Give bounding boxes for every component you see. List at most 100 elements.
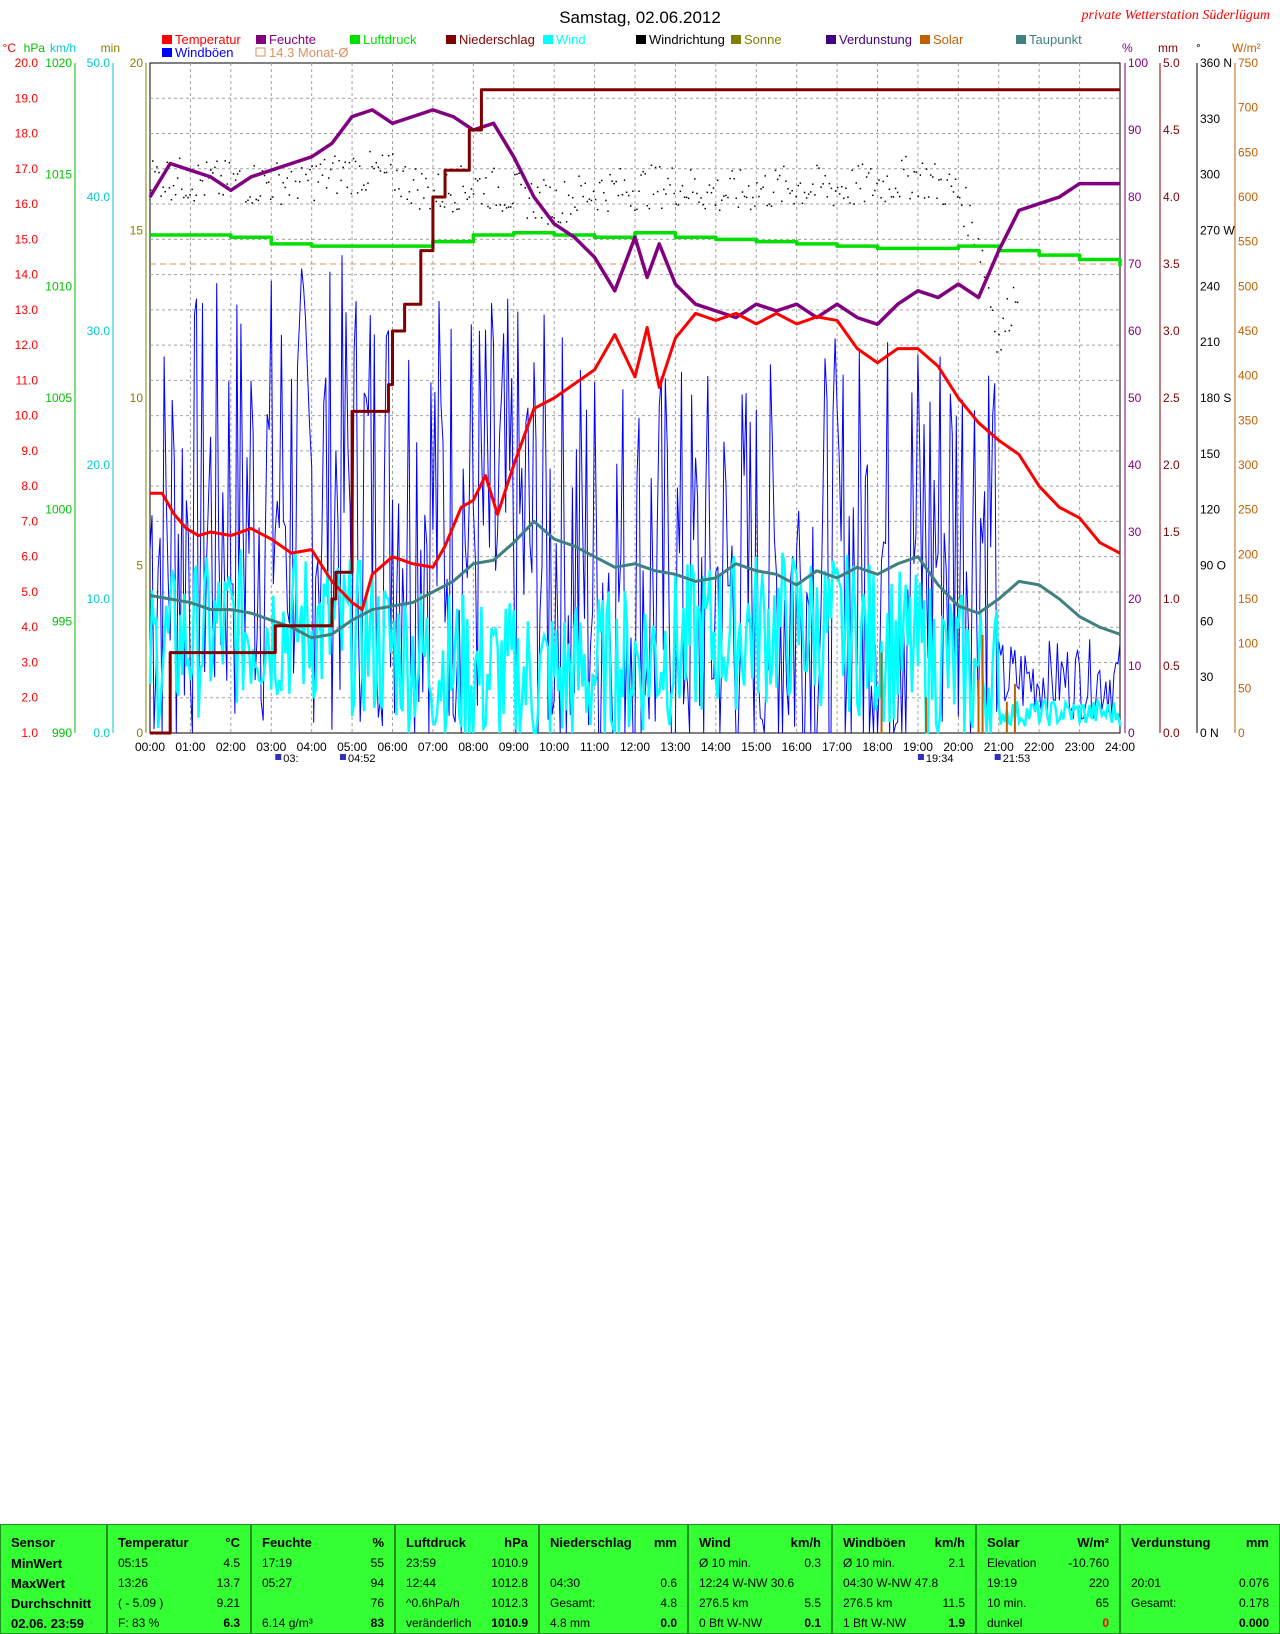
- wind-direction-point: [323, 158, 326, 161]
- wind-direction-point: [685, 196, 688, 199]
- wind-direction-point: [661, 207, 663, 210]
- wind-direction-point: [944, 203, 946, 205]
- wind-direction-point: [977, 238, 980, 240]
- wind-direction-point: [822, 183, 824, 185]
- niederschlag-row-value: 0.6: [660, 1576, 677, 1590]
- wind-direction-point: [218, 192, 220, 195]
- wind-direction-point: [907, 175, 909, 177]
- axis-tick-label: 6.0: [21, 550, 38, 564]
- wind-direction-point: [1014, 301, 1017, 303]
- wind-direction-point: [809, 191, 812, 193]
- wind-direction-point: [315, 165, 318, 168]
- windboeen-row-label: 04:30 W-NW 47.8: [843, 1576, 939, 1590]
- wind-direction-point: [509, 206, 512, 208]
- wind-direction-point: [752, 196, 754, 199]
- wind-direction-point: [588, 198, 591, 200]
- wind-direction-point: [623, 179, 626, 181]
- wind-direction-point: [950, 185, 953, 187]
- wind-direction-point: [857, 165, 860, 167]
- temperatur-row-value: 9.21: [216, 1596, 240, 1610]
- wind-direction-point: [398, 188, 400, 190]
- axis-tick-label: 0.0: [93, 726, 110, 740]
- wind-direction-point: [249, 196, 251, 198]
- wind-direction-point: [785, 180, 787, 183]
- solar-row-value: 65: [1095, 1596, 1109, 1610]
- axis-tick-label: 15: [130, 224, 144, 238]
- wind-direction-point: [820, 186, 822, 188]
- wind-direction-point: [963, 225, 965, 228]
- x-tick-label: 07:00: [418, 740, 448, 754]
- legend-swatch: [446, 35, 456, 44]
- luftdruck-header: Luftdruck: [406, 1535, 466, 1550]
- wind-direction-point: [181, 188, 183, 191]
- wind-direction-point: [952, 191, 955, 193]
- wind-direction-point: [272, 196, 274, 198]
- wind-direction-point: [489, 207, 491, 209]
- wind-direction-point: [247, 199, 249, 202]
- wind-direction-point: [929, 174, 932, 176]
- axis-unit-label: °C: [3, 41, 17, 55]
- wind-direction-point: [354, 160, 357, 163]
- wind-direction-point: [938, 179, 940, 181]
- wind-direction-point: [447, 192, 450, 195]
- wind-direction-point: [187, 196, 189, 199]
- wind-direction-point: [644, 173, 646, 175]
- wind-direction-point: [805, 197, 808, 199]
- wind-direction-point: [534, 217, 537, 219]
- wind-direction-point: [859, 187, 862, 190]
- wind-direction-point: [518, 172, 520, 175]
- wind-direction-point: [919, 174, 922, 176]
- windboeen-row-label: 276.5 km: [843, 1596, 893, 1610]
- wind-unit: km/h: [790, 1535, 821, 1550]
- wind-direction-point: [214, 166, 216, 169]
- wind-direction-point: [826, 196, 829, 198]
- sensor-header: Sensor: [11, 1535, 56, 1550]
- axis-tick-label: 5.0: [1163, 56, 1180, 70]
- wind-direction-point: [307, 179, 309, 182]
- wind-direction-point: [476, 180, 479, 182]
- wind-direction-point: [174, 193, 177, 196]
- wind-direction-point: [898, 195, 901, 198]
- solar-row-value: -10.760: [1068, 1556, 1109, 1570]
- wind-direction-point: [687, 197, 690, 200]
- wind-direction-point: [363, 184, 365, 186]
- wind-direction-point: [336, 192, 338, 194]
- x-tick-label: 00:00: [135, 740, 165, 754]
- plot-area: [148, 62, 1122, 735]
- wind-direction-point: [483, 193, 485, 195]
- verdunstung-row-value: 0.076: [1238, 1576, 1269, 1590]
- panel-temperatur: Temperatur °C 05:15 4.5 13:26 13.7 ( - 5.09 ) 9…: [107, 1524, 251, 1634]
- niederschlag-row-label: 04:30: [550, 1576, 581, 1590]
- legend-label: Niederschlag: [459, 32, 535, 47]
- wind-direction-point: [923, 197, 926, 199]
- legend-swatch: [543, 35, 553, 44]
- wind-direction-point: [598, 181, 601, 184]
- wind-direction-point: [226, 183, 229, 185]
- wind-direction-point: [189, 193, 191, 196]
- wind-direction-point: [723, 195, 725, 197]
- wind-row-label: 276.5 km: [699, 1596, 749, 1610]
- wind-direction-point: [443, 206, 446, 208]
- wind-direction-point: [507, 206, 510, 208]
- sun-marker-label: 19:34: [926, 753, 954, 762]
- wind-direction-point: [257, 199, 260, 202]
- wind-direction-point: [609, 173, 611, 176]
- legend-label: Sonne: [744, 32, 782, 47]
- wind-direction-point: [654, 166, 657, 169]
- x-tick-label: 19:00: [903, 740, 933, 754]
- windboeen-unit: km/h: [934, 1535, 965, 1550]
- wind-direction-point: [745, 196, 748, 199]
- wind-direction-point: [319, 163, 322, 166]
- axis-tick-label: 10: [1128, 659, 1142, 673]
- wind-direction-point: [1008, 329, 1011, 332]
- wind-direction-point: [634, 209, 636, 211]
- wind-direction-point: [439, 205, 442, 207]
- niederschlag-row-label: Gesamt:: [550, 1596, 596, 1610]
- wind-direction-point: [203, 194, 206, 196]
- pressure-series: [150, 230, 1122, 267]
- axis-tick-label: 200: [1238, 547, 1258, 561]
- wind-direction-point: [557, 221, 560, 223]
- wind-direction-point: [501, 210, 504, 212]
- wind-direction-point: [408, 191, 411, 193]
- wind-direction-point: [298, 181, 301, 183]
